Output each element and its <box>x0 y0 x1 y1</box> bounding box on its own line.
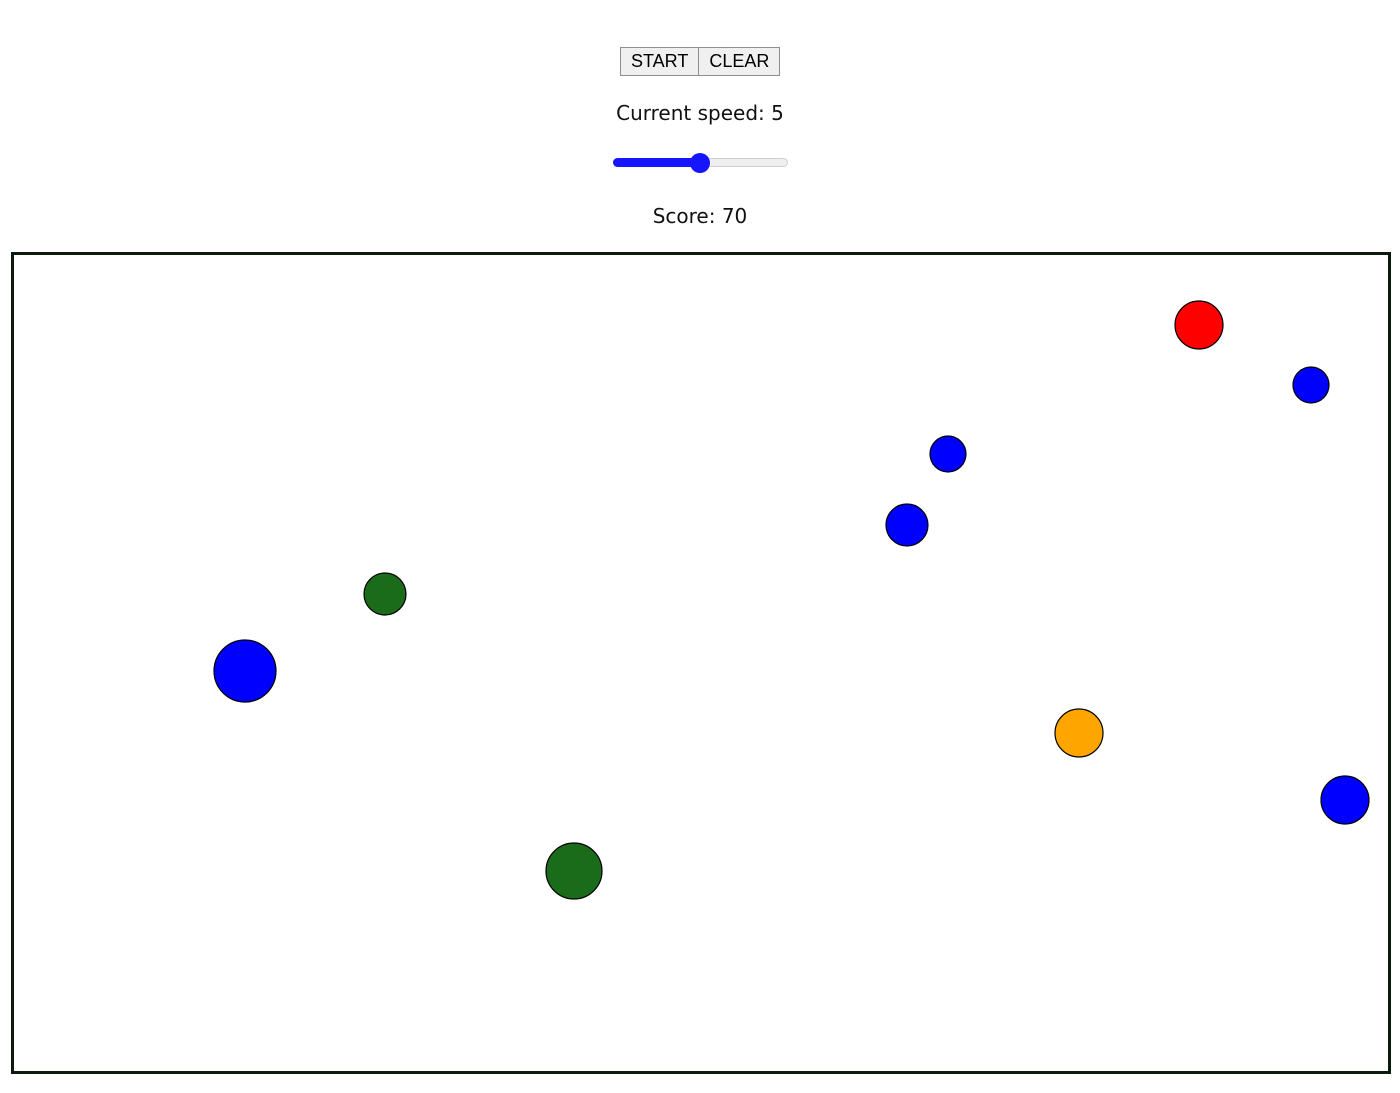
ball-blue[interactable] <box>1292 366 1330 404</box>
ball-blue[interactable] <box>929 435 967 473</box>
ball-blue[interactable] <box>1320 775 1370 825</box>
game-canvas[interactable] <box>14 255 1388 1071</box>
button-row: START CLEAR <box>620 47 781 76</box>
ball-blue[interactable] <box>885 503 929 547</box>
game-board[interactable] <box>11 252 1391 1074</box>
ball-orange[interactable] <box>1054 708 1104 758</box>
slider-fill <box>613 158 700 167</box>
ball-red[interactable] <box>1174 300 1224 350</box>
score-label: Score: 70 <box>652 204 748 228</box>
ball-green[interactable] <box>545 842 603 900</box>
slider-thumb[interactable] <box>689 153 710 173</box>
clear-button[interactable]: CLEAR <box>698 47 781 76</box>
speed-label: Current speed: 5 <box>616 101 784 125</box>
ball-green[interactable] <box>363 572 407 616</box>
speed-slider[interactable] <box>613 152 788 174</box>
start-button[interactable]: START <box>620 47 700 76</box>
ball-blue[interactable] <box>213 639 277 703</box>
